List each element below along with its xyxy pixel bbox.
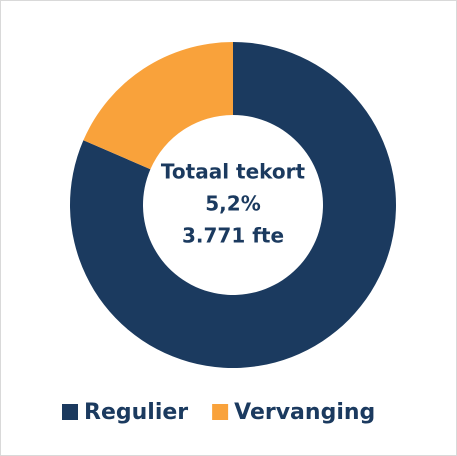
donut-slice <box>70 42 396 368</box>
legend-swatch <box>62 404 78 420</box>
center-label: 5,2% <box>205 192 260 216</box>
legend-swatch <box>212 404 229 420</box>
center-label: Totaal tekort <box>161 160 306 184</box>
legend-label: Vervanging <box>234 400 375 425</box>
legend-label: Regulier <box>84 400 188 425</box>
center-label: 3.771 fte <box>182 224 284 248</box>
donut-slice <box>83 42 233 170</box>
